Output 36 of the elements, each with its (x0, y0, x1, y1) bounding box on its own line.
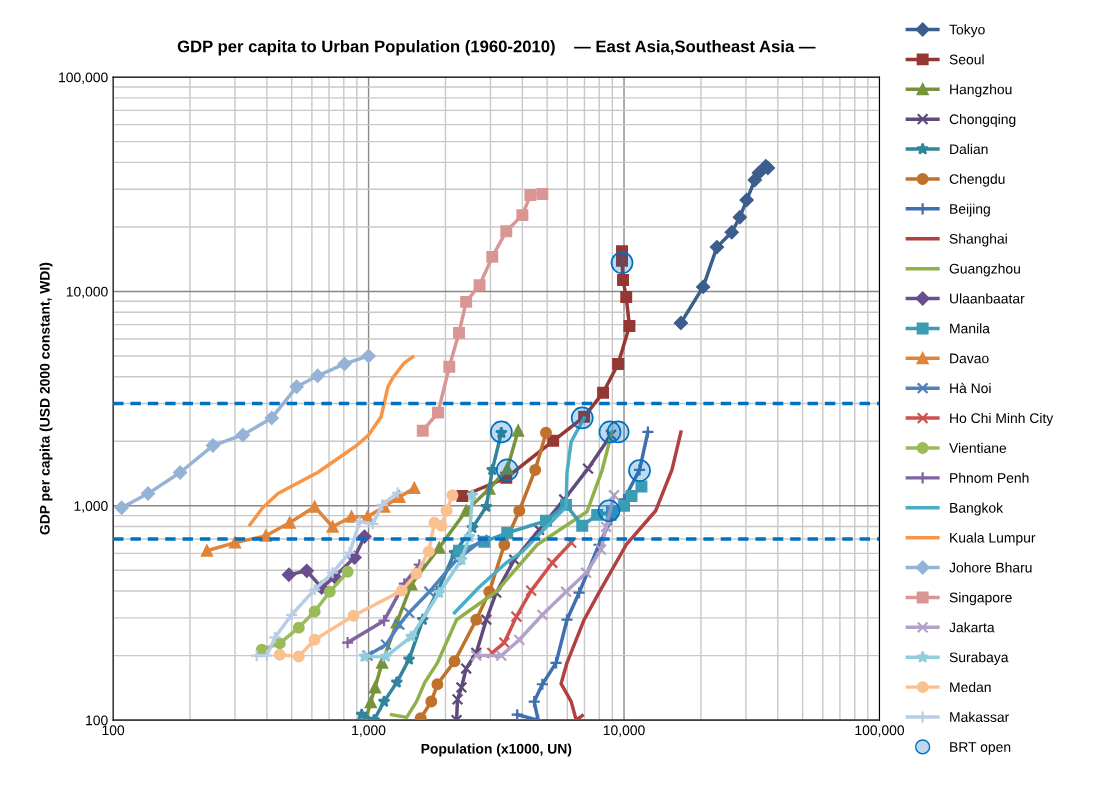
legend-label: Chongqing (949, 113, 1016, 127)
legend-label: Dalian (950, 143, 988, 155)
legend-label: Ulaanbaatar (950, 293, 1025, 304)
legend-label: Surabaya (949, 652, 1009, 665)
legend-label: Seoul (949, 54, 984, 65)
legend-label: Singapore (949, 592, 1012, 606)
legend-label: BRT open (950, 742, 1011, 755)
x-tick-label: 100 (102, 725, 125, 736)
legend-label: Hangzhou (950, 84, 1012, 98)
legend-label: Makassar (950, 711, 1010, 723)
legend-label: Tokyo (949, 24, 985, 38)
y-tick-label: 100,000 (59, 72, 108, 84)
y-axis-title: GDP per capita (USD 2000 constant, WDI) (39, 262, 53, 535)
legend-label: Johore Bharu (949, 562, 1032, 573)
legend-label: Phnom Penh (950, 472, 1029, 483)
legend-label: Medan (950, 681, 991, 693)
legend-label: Jakarta (949, 622, 995, 633)
legend-label: Guangzhou (949, 263, 1020, 277)
legend-label: Davao (950, 353, 989, 364)
x-tick-label: 10,000 (603, 725, 645, 737)
legend-label: Bangkok (950, 502, 1004, 516)
chart-title: GDP per capita to Urban Population (1960-2010) — East Asia,Southeast Asia — (177, 40, 816, 56)
legend-label: Hà Noi (950, 382, 991, 394)
legend-label: Manila (950, 323, 990, 334)
legend-label: Ho Chi Minh City (950, 412, 1054, 426)
legend-label: Shanghai (949, 233, 1007, 247)
legend-label: Kuala Lumpur (950, 532, 1036, 546)
legend-label: Vientiane (949, 442, 1007, 453)
x-tick-label: 1,000 (352, 725, 386, 737)
y-tick-label: 1,000 (74, 501, 108, 513)
y-tick-label: 100 (86, 715, 108, 726)
y-tick-label: 10,000 (66, 286, 108, 299)
x-tick-label: 100,000 (855, 725, 905, 737)
x-axis-title: Population (x1000, UN) (421, 743, 572, 757)
legend-label: Chengdu (949, 173, 1005, 187)
legend-label: Beijing (950, 203, 990, 217)
